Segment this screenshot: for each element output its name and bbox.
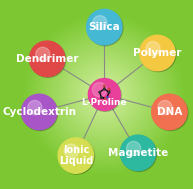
Circle shape xyxy=(93,15,107,30)
Circle shape xyxy=(23,13,186,176)
Circle shape xyxy=(27,17,182,172)
Circle shape xyxy=(96,86,113,103)
Circle shape xyxy=(31,21,178,168)
Circle shape xyxy=(153,95,188,131)
Circle shape xyxy=(29,41,65,77)
Circle shape xyxy=(57,48,151,141)
Circle shape xyxy=(86,76,123,113)
Text: Polymer: Polymer xyxy=(133,48,182,58)
Circle shape xyxy=(25,15,184,174)
Circle shape xyxy=(103,85,105,87)
Circle shape xyxy=(68,58,141,131)
Circle shape xyxy=(39,29,170,160)
Circle shape xyxy=(59,139,94,174)
Circle shape xyxy=(58,138,94,173)
Circle shape xyxy=(102,92,106,97)
Circle shape xyxy=(30,42,66,77)
Text: Ionic
Liquid: Ionic Liquid xyxy=(59,145,93,166)
Circle shape xyxy=(64,144,79,158)
Circle shape xyxy=(76,66,133,123)
Circle shape xyxy=(43,33,166,156)
Text: L-Proline: L-Proline xyxy=(81,98,127,107)
Circle shape xyxy=(99,91,101,93)
Circle shape xyxy=(146,41,160,56)
Circle shape xyxy=(158,100,172,115)
Circle shape xyxy=(53,43,155,146)
Circle shape xyxy=(55,46,153,143)
Circle shape xyxy=(120,135,156,171)
Circle shape xyxy=(62,52,147,137)
Circle shape xyxy=(100,90,108,99)
Text: Cyclodextrin: Cyclodextrin xyxy=(2,107,76,117)
Circle shape xyxy=(45,35,163,154)
Circle shape xyxy=(87,10,123,46)
Text: Dendrimer: Dendrimer xyxy=(16,54,78,64)
Circle shape xyxy=(89,79,121,111)
Circle shape xyxy=(121,136,157,171)
Circle shape xyxy=(92,82,117,107)
Circle shape xyxy=(72,62,137,127)
Circle shape xyxy=(28,100,42,115)
Circle shape xyxy=(141,36,176,72)
Text: Silica: Silica xyxy=(88,22,120,32)
Circle shape xyxy=(41,31,168,158)
Circle shape xyxy=(82,72,127,117)
Circle shape xyxy=(140,35,175,71)
Circle shape xyxy=(21,94,57,130)
Circle shape xyxy=(80,70,129,119)
Circle shape xyxy=(63,54,145,135)
Circle shape xyxy=(47,37,161,152)
Circle shape xyxy=(49,40,159,149)
Circle shape xyxy=(106,97,108,98)
Circle shape xyxy=(78,68,131,121)
Circle shape xyxy=(108,91,110,93)
Circle shape xyxy=(22,95,58,131)
Circle shape xyxy=(84,74,125,115)
Circle shape xyxy=(36,47,50,61)
Circle shape xyxy=(126,141,141,156)
Circle shape xyxy=(88,79,120,110)
Circle shape xyxy=(51,41,157,148)
Circle shape xyxy=(98,88,110,101)
Circle shape xyxy=(88,78,121,111)
Circle shape xyxy=(90,80,119,109)
Circle shape xyxy=(23,13,186,176)
Circle shape xyxy=(29,19,180,170)
Text: DNA: DNA xyxy=(157,107,182,117)
Circle shape xyxy=(66,56,143,133)
Text: Magnetite: Magnetite xyxy=(108,148,168,158)
Circle shape xyxy=(94,84,114,105)
Circle shape xyxy=(152,94,187,130)
Circle shape xyxy=(101,97,102,98)
Circle shape xyxy=(37,27,172,162)
Circle shape xyxy=(92,83,107,97)
Circle shape xyxy=(74,64,135,125)
Circle shape xyxy=(108,88,110,90)
Circle shape xyxy=(103,88,105,90)
Circle shape xyxy=(105,98,106,99)
Circle shape xyxy=(70,60,139,129)
Circle shape xyxy=(35,25,174,164)
Circle shape xyxy=(59,50,149,139)
Circle shape xyxy=(33,23,176,166)
Circle shape xyxy=(87,9,122,45)
